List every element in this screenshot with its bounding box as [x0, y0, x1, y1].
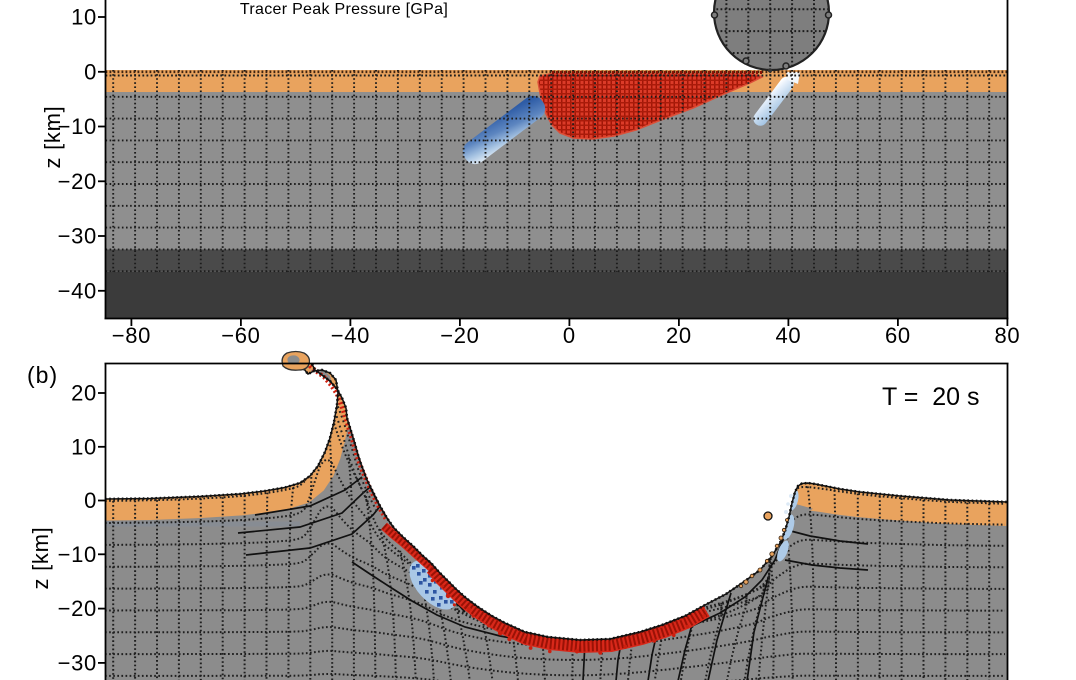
svg-text:−10: −10 [58, 542, 97, 567]
svg-text:−20: −20 [440, 323, 479, 348]
svg-text:T = 20 s: T = 20 s [882, 383, 980, 411]
svg-text:40: 40 [775, 323, 801, 348]
svg-text:0: 0 [84, 488, 97, 513]
svg-text:80: 80 [994, 323, 1020, 348]
svg-text:z [km]: z [km] [40, 106, 65, 169]
svg-text:20: 20 [71, 381, 97, 406]
svg-text:20: 20 [666, 323, 692, 348]
svg-text:−60: −60 [221, 323, 260, 348]
svg-text:10: 10 [71, 5, 97, 30]
svg-text:−30: −30 [58, 224, 97, 249]
svg-text:(b): (b) [27, 362, 58, 388]
svg-text:−80: −80 [112, 323, 151, 348]
svg-text:−10: −10 [58, 114, 97, 139]
svg-text:Tracer Peak Pressure [GPa]: Tracer Peak Pressure [GPa] [240, 1, 448, 18]
svg-text:z [km]: z [km] [28, 527, 53, 590]
svg-text:0: 0 [563, 323, 576, 348]
svg-text:−20: −20 [58, 169, 97, 194]
svg-text:0: 0 [84, 59, 97, 84]
svg-text:60: 60 [885, 323, 911, 348]
svg-text:−30: −30 [58, 650, 97, 675]
svg-text:−40: −40 [58, 278, 97, 303]
svg-text:10: 10 [71, 434, 97, 459]
svg-text:−40: −40 [331, 323, 370, 348]
svg-text:−20: −20 [58, 596, 97, 621]
